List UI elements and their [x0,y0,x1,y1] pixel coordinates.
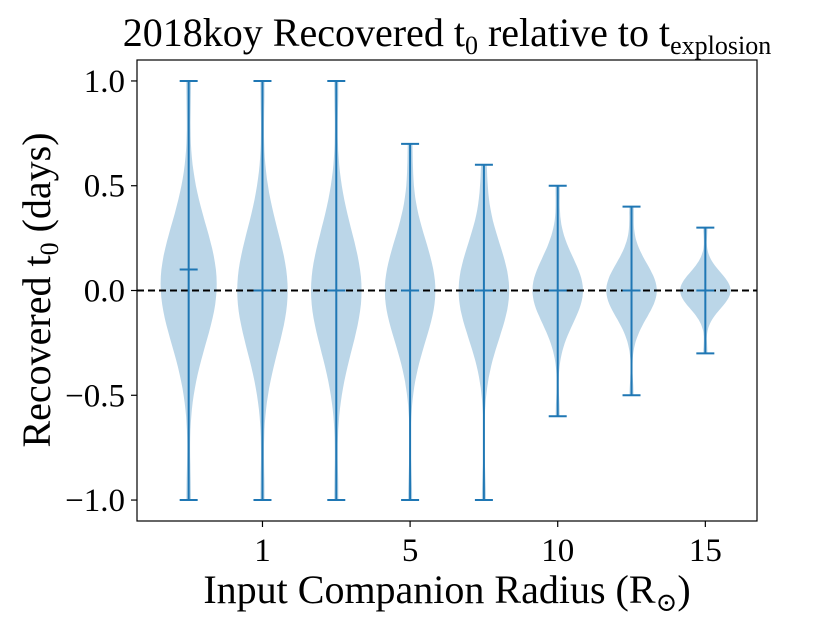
y-tick-label: 0.0 [84,274,125,310]
x-tick-label: 5 [402,533,419,569]
y-tick-label: 0.5 [84,169,125,205]
y-axis-label: Recovered t0 (days) [14,132,64,447]
y-tick-label: −1.0 [65,483,125,519]
whisker-layer [179,79,715,502]
x-tick-label: 1 [254,533,271,569]
x-axis: 1 5 10 15 [254,521,722,569]
y-tick-label: −0.5 [65,378,125,414]
x-axis-label: Input Companion Radius (R⊙) [203,567,690,617]
y-axis: 1.0 0.5 0.0 −0.5 −1.0 [65,64,137,519]
chart-title: 2018koy Recovered t0 relative to texplos… [123,10,771,60]
y-tick-label: 1.0 [84,64,125,100]
x-tick-label: 10 [541,533,574,569]
x-tick-label: 15 [689,533,722,569]
